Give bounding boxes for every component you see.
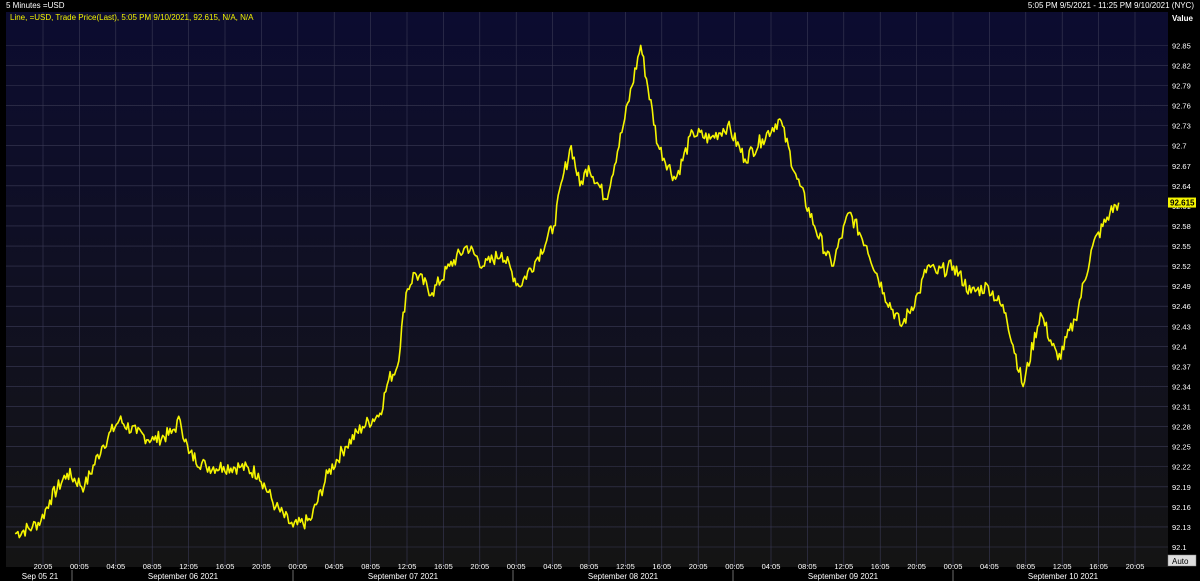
x-tick-label: 16:05 xyxy=(216,562,235,571)
x-tick-label: 12:05 xyxy=(398,562,417,571)
grid xyxy=(6,12,1168,567)
y-tick-label: 92.67 xyxy=(1172,162,1191,171)
y-tick-label: 92.85 xyxy=(1172,41,1191,50)
x-tick-label: 20:05 xyxy=(470,562,489,571)
x-tick-label: 08:05 xyxy=(1016,562,1035,571)
date-label: Sep 05 21 xyxy=(22,572,59,581)
legend-text: Line, =USD, Trade Price(Last), 5:05 PM 9… xyxy=(10,13,254,22)
x-tick-label: 20:05 xyxy=(252,562,271,571)
y-tick-label: 92.19 xyxy=(1172,483,1191,492)
date-label: September 08 2021 xyxy=(588,572,659,581)
x-tick-label: 12:05 xyxy=(616,562,635,571)
y-tick-label: 92.58 xyxy=(1172,222,1191,231)
y-tick-label: 92.64 xyxy=(1172,182,1191,191)
y-tick-label: 92.43 xyxy=(1172,322,1191,331)
date-axis: Sep 05 21 September 06 2021 September 07 2… xyxy=(22,570,1099,581)
y-tick-label: 92.55 xyxy=(1172,242,1191,251)
x-tick-label: 08:05 xyxy=(361,562,380,571)
x-tick-label: 12:05 xyxy=(179,562,198,571)
x-tick-label: 04:05 xyxy=(980,562,999,571)
x-tick-label: 00:05 xyxy=(944,562,963,571)
y-tick-label: 92.73 xyxy=(1172,122,1191,131)
y-tick-label: 92.52 xyxy=(1172,262,1191,271)
y-tick-label: 92.31 xyxy=(1172,403,1191,412)
x-tick-label: 16:05 xyxy=(1089,562,1108,571)
x-tick-label: 20:05 xyxy=(907,562,926,571)
x-tick-label: 04:05 xyxy=(325,562,344,571)
date-label: September 06 2021 xyxy=(148,572,219,581)
y-tick-label: 92.1 xyxy=(1172,543,1187,552)
date-range: 5:05 PM 9/5/2021 - 11:25 PM 9/10/2021 (N… xyxy=(1027,1,1194,10)
x-tick-label: 20:05 xyxy=(689,562,708,571)
y-tick-label: 92.28 xyxy=(1172,423,1191,432)
x-tick-label: 00:05 xyxy=(288,562,307,571)
y-tick-label: 92.22 xyxy=(1172,463,1191,472)
y-tick-label: 92.13 xyxy=(1172,523,1191,532)
y-tick-label: 92.4 xyxy=(1172,342,1187,351)
value-axis-title: Value xyxy=(1172,14,1193,23)
y-tick-label: 92.37 xyxy=(1172,362,1191,371)
y-tick-label: 92.49 xyxy=(1172,282,1191,291)
x-tick-label: 08:05 xyxy=(580,562,599,571)
current-value-label: 92.615 xyxy=(1170,199,1195,208)
date-label: September 09 2021 xyxy=(808,572,879,581)
date-label: September 10 2021 xyxy=(1028,572,1099,581)
y-axis: 92.1 92.13 92.16 92.19 92.22 92.25 92.28 92.31 9… xyxy=(1172,41,1191,552)
date-label: September 07 2021 xyxy=(368,572,439,581)
y-tick-label: 92.46 xyxy=(1172,302,1191,311)
current-value-tag: 92.615 xyxy=(1168,197,1196,208)
chart: Line, =USD, Trade Price(Last), 5:05 PM 9… xyxy=(6,12,1197,581)
x-tick-label: 12:05 xyxy=(1053,562,1072,571)
x-tick-label: 16:05 xyxy=(652,562,671,571)
x-tick-label: 20:05 xyxy=(1126,562,1145,571)
y-tick-label: 92.34 xyxy=(1172,382,1191,391)
y-tick-label: 92.76 xyxy=(1172,102,1191,111)
x-tick-label: 04:05 xyxy=(106,562,125,571)
y-tick-label: 92.7 xyxy=(1172,142,1187,151)
x-tick-label: 00:05 xyxy=(725,562,744,571)
y-tick-label: 92.25 xyxy=(1172,443,1191,452)
x-tick-label: 16:05 xyxy=(434,562,453,571)
x-tick-label: 16:05 xyxy=(871,562,890,571)
x-tick-label: 04:05 xyxy=(543,562,562,571)
x-tick-label: 08:05 xyxy=(798,562,817,571)
series-line xyxy=(14,44,1120,539)
auto-button-label: Auto xyxy=(1172,557,1189,566)
x-tick-label: 08:05 xyxy=(143,562,162,571)
chart-title: 5 Minutes =USD xyxy=(6,1,65,10)
x-tick-label: 04:05 xyxy=(762,562,781,571)
top-bar: 5 Minutes =USD 5:05 PM 9/5/2021 - 11:25 … xyxy=(0,0,1200,12)
auto-button[interactable]: Auto xyxy=(1167,554,1197,567)
x-tick-label: 12:05 xyxy=(834,562,853,571)
x-axis: 20:05 00:05 04:05 08:05 12:05 16:05 20:05 00:05… xyxy=(34,562,1145,571)
plot-background xyxy=(6,12,1168,567)
y-tick-label: 92.82 xyxy=(1172,61,1191,70)
y-tick-label: 92.16 xyxy=(1172,503,1191,512)
y-tick-label: 92.79 xyxy=(1172,82,1191,91)
x-tick-label: 00:05 xyxy=(507,562,526,571)
x-tick-label: 20:05 xyxy=(34,562,53,571)
x-tick-label: 00:05 xyxy=(70,562,89,571)
